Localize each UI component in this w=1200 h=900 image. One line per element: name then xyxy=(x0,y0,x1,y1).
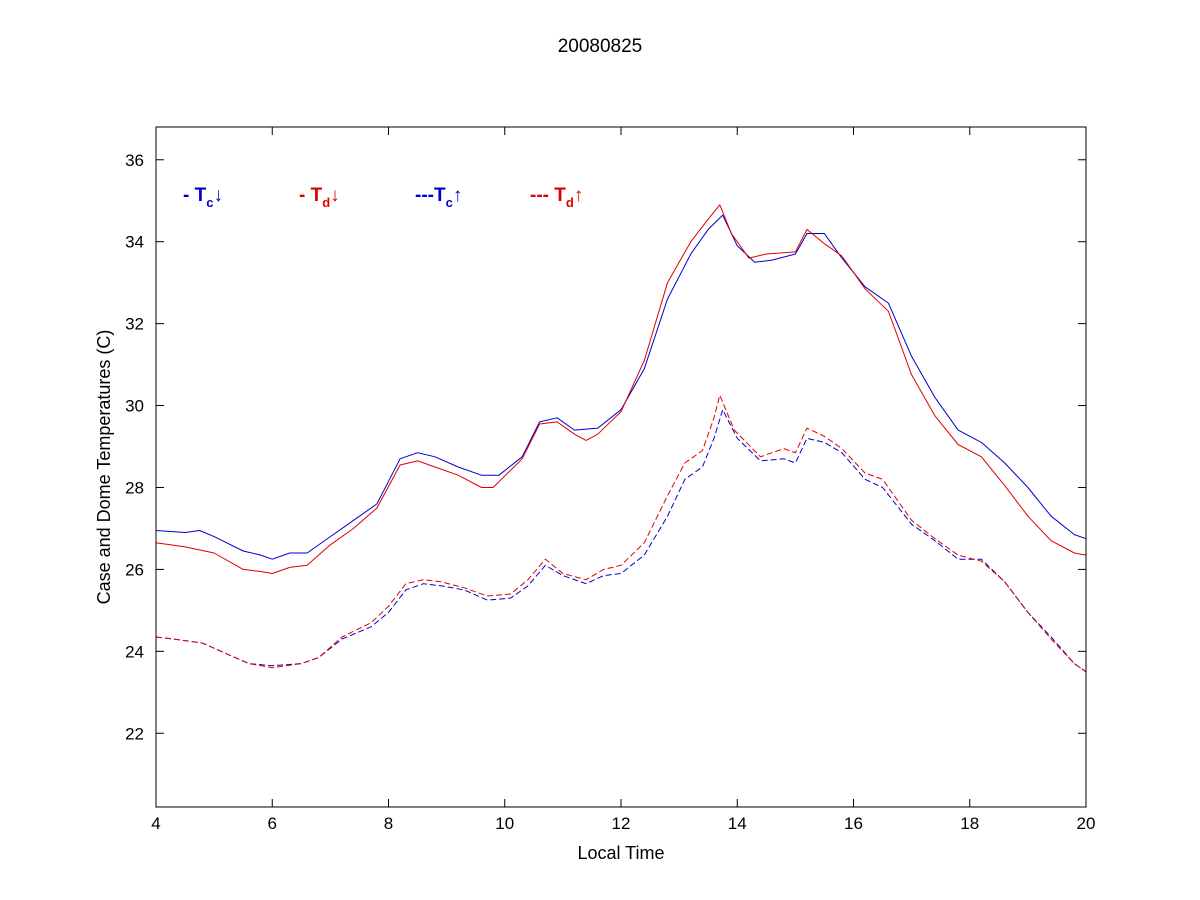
series-line-2 xyxy=(155,204,1087,574)
series-line-1 xyxy=(155,214,1087,560)
x-tick-label: 16 xyxy=(844,814,863,833)
legend-entry-1: - Tc↓ xyxy=(183,185,223,210)
x-tick-label: 6 xyxy=(268,814,277,833)
y-tick-label: 36 xyxy=(125,151,144,170)
x-tick-label: 14 xyxy=(728,814,747,833)
y-tick-label: 28 xyxy=(125,478,144,497)
x-tick-label: 4 xyxy=(151,814,160,833)
y-axis-label: Case and Dome Temperatures (C) xyxy=(94,330,114,605)
legend-entry-2: - Td↓ xyxy=(299,185,340,210)
x-tick-label: 10 xyxy=(495,814,514,833)
series-line-3 xyxy=(155,409,1087,673)
x-tick-label: 8 xyxy=(384,814,393,833)
series-line-4 xyxy=(155,394,1087,673)
x-tick-label: 20 xyxy=(1077,814,1096,833)
legend-entry-4: --- Td↑ xyxy=(530,185,583,210)
y-tick-label: 34 xyxy=(125,233,144,252)
series-layer xyxy=(155,204,1087,673)
x-axis-label: Local Time xyxy=(577,843,664,863)
ticks-layer: 4 6 8 10 12 14 16 18 20 22 24 26 28 30 32 34 36 xyxy=(125,127,1095,833)
x-tick-label: 18 xyxy=(960,814,979,833)
x-tick-label: 12 xyxy=(612,814,631,833)
legend-entry-3: ---Tc↑ xyxy=(415,185,462,210)
legend: - Tc↓ - Td↓ ---Tc↑ --- Td↑ xyxy=(183,185,583,210)
y-tick-label: 30 xyxy=(125,397,144,416)
y-tick-label: 32 xyxy=(125,315,144,334)
chart-title: 20080825 xyxy=(558,36,643,57)
y-tick-label: 26 xyxy=(125,560,144,579)
y-tick-label: 24 xyxy=(125,642,144,661)
y-tick-label: 22 xyxy=(125,724,144,743)
